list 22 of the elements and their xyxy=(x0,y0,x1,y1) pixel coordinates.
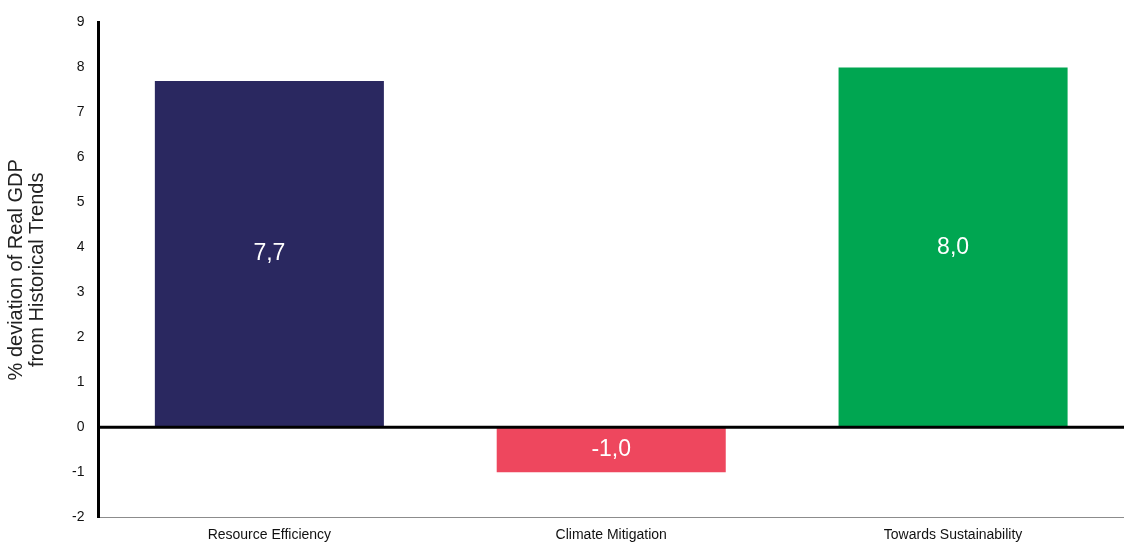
y-tick-label: 2 xyxy=(76,328,85,345)
x-tick-label: Towards Sustainability xyxy=(883,526,1023,543)
y-tick-label: 0 xyxy=(76,418,85,435)
y-tick-label: 3 xyxy=(76,283,85,300)
bar xyxy=(496,427,726,473)
y-tick-label: -2 xyxy=(72,508,85,525)
y-tick-label: 7 xyxy=(76,103,85,120)
x-tick-label: Resource Efficiency xyxy=(207,526,332,543)
y-tick-label: 9 xyxy=(76,13,85,30)
data-label: 8,0 xyxy=(937,232,970,259)
bar xyxy=(838,67,1068,428)
y-tick-label: -1 xyxy=(72,463,85,480)
y-tick-label: 6 xyxy=(76,148,85,165)
y-tick-label: 5 xyxy=(76,193,85,210)
data-label: -1,0 xyxy=(591,435,632,462)
x-tick-label: Climate Mitigation xyxy=(555,526,667,543)
y-axis-title: % deviation of Real GDP from Historical Trends xyxy=(4,159,48,381)
y-tick-label: 4 xyxy=(76,238,85,255)
data-label: 7,7 xyxy=(253,239,286,266)
y-tick-label: 1 xyxy=(76,373,85,390)
bar xyxy=(154,80,384,428)
y-tick-label: 8 xyxy=(76,58,85,75)
